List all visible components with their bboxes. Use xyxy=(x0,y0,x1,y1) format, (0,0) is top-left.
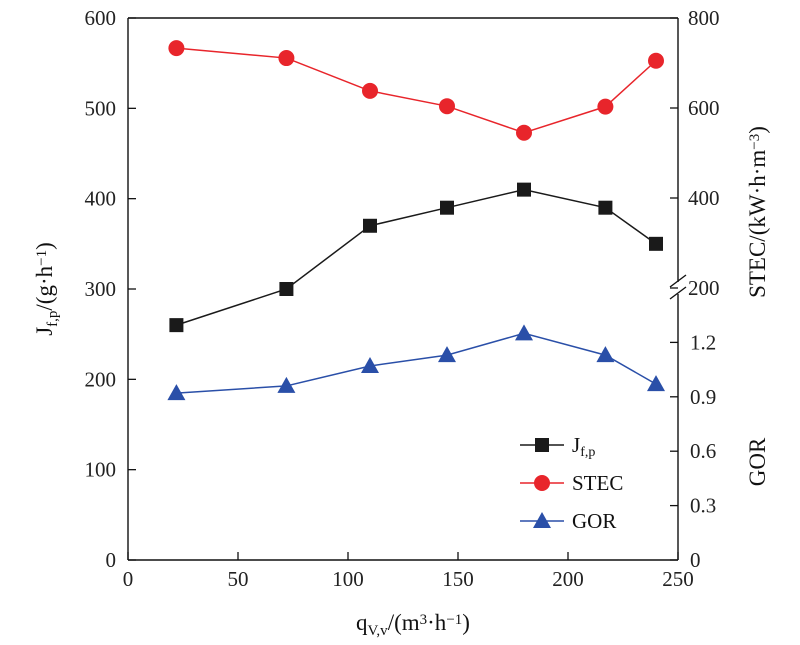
data-point-circle xyxy=(278,50,295,67)
data-point-square xyxy=(598,200,613,215)
left-tick-label: 500 xyxy=(85,96,117,120)
right-upper-tick-label: 800 xyxy=(688,6,720,30)
data-point-triangle xyxy=(361,356,379,373)
axis-break-mark xyxy=(669,274,687,288)
right-upper-axis-label: STEC/(kW·h·m−3) xyxy=(745,126,770,298)
data-point-circle xyxy=(534,475,550,491)
left-axis-label: Jf,p/(g·h−1) xyxy=(32,242,61,336)
data-point-square xyxy=(169,318,184,333)
data-point-circle xyxy=(439,98,455,115)
series-triangle xyxy=(167,324,665,401)
legend-label: GOR xyxy=(572,509,616,533)
right-lower-tick-label: 0.3 xyxy=(690,494,716,518)
right-upper-tick-label: 600 xyxy=(688,96,720,120)
axis-labels: qV,v/(m3·h−1) Jf,p/(g·h−1) STEC/(kW·h·m−3)… xyxy=(32,126,770,638)
series xyxy=(167,40,665,401)
left-tick-label: 600 xyxy=(85,6,117,30)
x-axis-label: qV,v/(m3·h−1) xyxy=(356,610,470,639)
data-point-circle xyxy=(648,52,664,69)
data-point-square xyxy=(279,282,294,296)
legend-label: Jf,p xyxy=(572,433,595,460)
data-point-square xyxy=(363,218,377,233)
legend: Jf,p STEC GOR xyxy=(520,433,623,533)
ticks: 0 50 100 150 200 2500100200300400500600200400… xyxy=(85,6,720,591)
right-lower-tick-label: 1.2 xyxy=(690,330,716,354)
left-tick-label: 0 xyxy=(106,548,117,572)
left-tick-label: 300 xyxy=(85,277,117,301)
x-tick-label: 250 xyxy=(662,567,694,591)
data-point-triangle xyxy=(533,512,551,528)
series-square xyxy=(169,182,663,333)
data-point-square xyxy=(649,236,663,251)
data-point-circle xyxy=(597,98,614,115)
series-line xyxy=(176,332,657,394)
left-tick-label: 100 xyxy=(85,458,117,482)
left-tick-label: 200 xyxy=(85,367,117,391)
data-point-triangle xyxy=(596,346,615,363)
data-point-triangle xyxy=(167,384,186,401)
x-tick-label: 0 xyxy=(123,567,134,591)
right-lower-tick-label: 0 xyxy=(690,548,701,572)
x-tick-label: 150 xyxy=(442,567,474,591)
data-point-square xyxy=(517,182,531,197)
data-point-square xyxy=(440,200,454,215)
right-lower-tick-label: 0.9 xyxy=(690,385,716,409)
data-point-triangle xyxy=(515,324,533,341)
series-line xyxy=(176,47,657,134)
axis-break-mark xyxy=(669,286,687,300)
x-tick-label: 50 xyxy=(228,567,249,591)
data-point-triangle xyxy=(647,375,665,392)
legend-label: STEC xyxy=(572,471,623,495)
right-upper-tick-label: 400 xyxy=(688,186,720,210)
data-point-square xyxy=(535,438,549,452)
data-point-circle xyxy=(362,82,378,99)
data-point-triangle xyxy=(438,346,456,363)
data-point-circle xyxy=(516,124,532,141)
right-lower-tick-label: 0.6 xyxy=(690,439,716,463)
x-tick-label: 200 xyxy=(552,567,584,591)
left-tick-label: 400 xyxy=(85,187,117,211)
right-upper-tick-label: 200 xyxy=(688,276,720,300)
right-lower-axis-label: GOR xyxy=(745,437,770,486)
data-point-circle xyxy=(168,40,185,57)
series-circle xyxy=(168,40,664,141)
x-tick-label: 100 xyxy=(332,567,364,591)
series-line xyxy=(176,188,657,326)
data-point-triangle xyxy=(277,376,296,393)
